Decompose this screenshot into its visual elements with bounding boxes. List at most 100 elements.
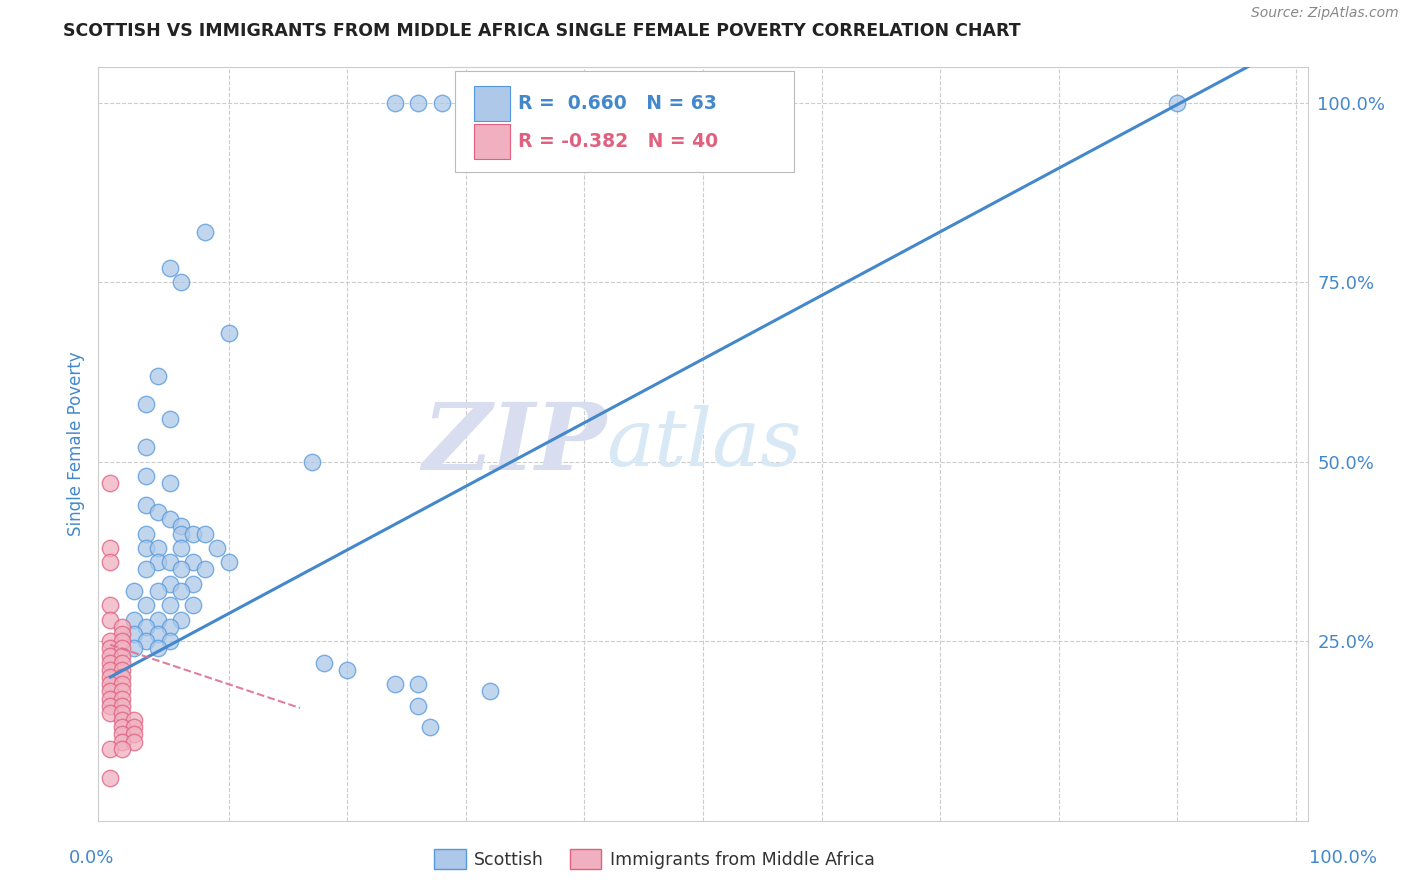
- Point: [98, 641, 121, 656]
- Point: [111, 670, 134, 684]
- Point: [98, 670, 121, 684]
- Point: [384, 677, 406, 691]
- Point: [135, 541, 157, 555]
- Point: [122, 734, 145, 748]
- Point: [1166, 95, 1188, 110]
- Legend: Scottish, Immigrants from Middle Africa: Scottish, Immigrants from Middle Africa: [427, 842, 882, 876]
- Text: R =  0.660   N = 63: R = 0.660 N = 63: [517, 95, 717, 113]
- Point: [122, 727, 145, 741]
- Point: [170, 275, 193, 289]
- Point: [170, 519, 193, 533]
- Text: Source: ZipAtlas.com: Source: ZipAtlas.com: [1251, 6, 1399, 21]
- Point: [111, 663, 134, 677]
- Point: [111, 742, 134, 756]
- Point: [111, 713, 134, 727]
- Point: [135, 526, 157, 541]
- Point: [159, 555, 181, 569]
- Point: [98, 677, 121, 691]
- Point: [98, 541, 121, 555]
- Point: [122, 720, 145, 734]
- Text: SCOTTISH VS IMMIGRANTS FROM MIDDLE AFRICA SINGLE FEMALE POVERTY CORRELATION CHAR: SCOTTISH VS IMMIGRANTS FROM MIDDLE AFRIC…: [63, 22, 1021, 40]
- Point: [170, 526, 193, 541]
- Point: [159, 476, 181, 491]
- Point: [111, 620, 134, 634]
- Point: [135, 469, 157, 483]
- Point: [98, 555, 121, 569]
- Point: [159, 512, 181, 526]
- Point: [122, 641, 145, 656]
- Point: [181, 599, 204, 613]
- Point: [111, 698, 134, 713]
- Point: [181, 555, 204, 569]
- Point: [218, 326, 240, 340]
- Point: [111, 648, 134, 663]
- Point: [170, 562, 193, 576]
- FancyBboxPatch shape: [474, 124, 509, 159]
- FancyBboxPatch shape: [474, 87, 509, 121]
- Point: [550, 95, 572, 110]
- Point: [98, 648, 121, 663]
- Point: [146, 368, 169, 383]
- Point: [205, 541, 228, 555]
- Point: [336, 663, 359, 677]
- Point: [111, 677, 134, 691]
- Text: 0.0%: 0.0%: [69, 849, 114, 867]
- Point: [122, 627, 145, 641]
- Point: [301, 455, 323, 469]
- Point: [146, 583, 169, 598]
- Point: [194, 225, 217, 239]
- Point: [135, 498, 157, 512]
- Point: [159, 576, 181, 591]
- Point: [159, 411, 181, 425]
- Point: [146, 505, 169, 519]
- Point: [122, 583, 145, 598]
- Point: [122, 713, 145, 727]
- Point: [135, 599, 157, 613]
- Point: [408, 698, 430, 713]
- Point: [98, 599, 121, 613]
- Point: [146, 541, 169, 555]
- Text: R = -0.382   N = 40: R = -0.382 N = 40: [517, 132, 718, 151]
- Point: [111, 720, 134, 734]
- Point: [111, 734, 134, 748]
- Point: [135, 562, 157, 576]
- Point: [454, 95, 477, 110]
- Point: [146, 555, 169, 569]
- Point: [146, 641, 169, 656]
- FancyBboxPatch shape: [456, 70, 793, 172]
- Point: [146, 627, 169, 641]
- Point: [146, 613, 169, 627]
- Point: [98, 613, 121, 627]
- Point: [111, 727, 134, 741]
- Point: [98, 691, 121, 706]
- Point: [111, 691, 134, 706]
- Point: [432, 95, 454, 110]
- Point: [419, 720, 441, 734]
- Point: [98, 476, 121, 491]
- Point: [478, 684, 501, 698]
- Point: [135, 397, 157, 411]
- Text: ZIP: ZIP: [422, 399, 606, 489]
- Point: [312, 656, 335, 670]
- Point: [111, 706, 134, 720]
- Point: [111, 684, 134, 698]
- Text: 100.0%: 100.0%: [1309, 849, 1376, 867]
- Point: [111, 627, 134, 641]
- Point: [98, 698, 121, 713]
- Point: [98, 656, 121, 670]
- Point: [194, 562, 217, 576]
- Point: [98, 634, 121, 648]
- Point: [384, 95, 406, 110]
- Point: [159, 634, 181, 648]
- Point: [170, 541, 193, 555]
- Point: [194, 526, 217, 541]
- Point: [111, 634, 134, 648]
- Point: [98, 771, 121, 785]
- Point: [218, 555, 240, 569]
- Point: [98, 706, 121, 720]
- Point: [159, 260, 181, 275]
- Point: [181, 576, 204, 591]
- Point: [111, 641, 134, 656]
- Point: [408, 677, 430, 691]
- Point: [135, 620, 157, 634]
